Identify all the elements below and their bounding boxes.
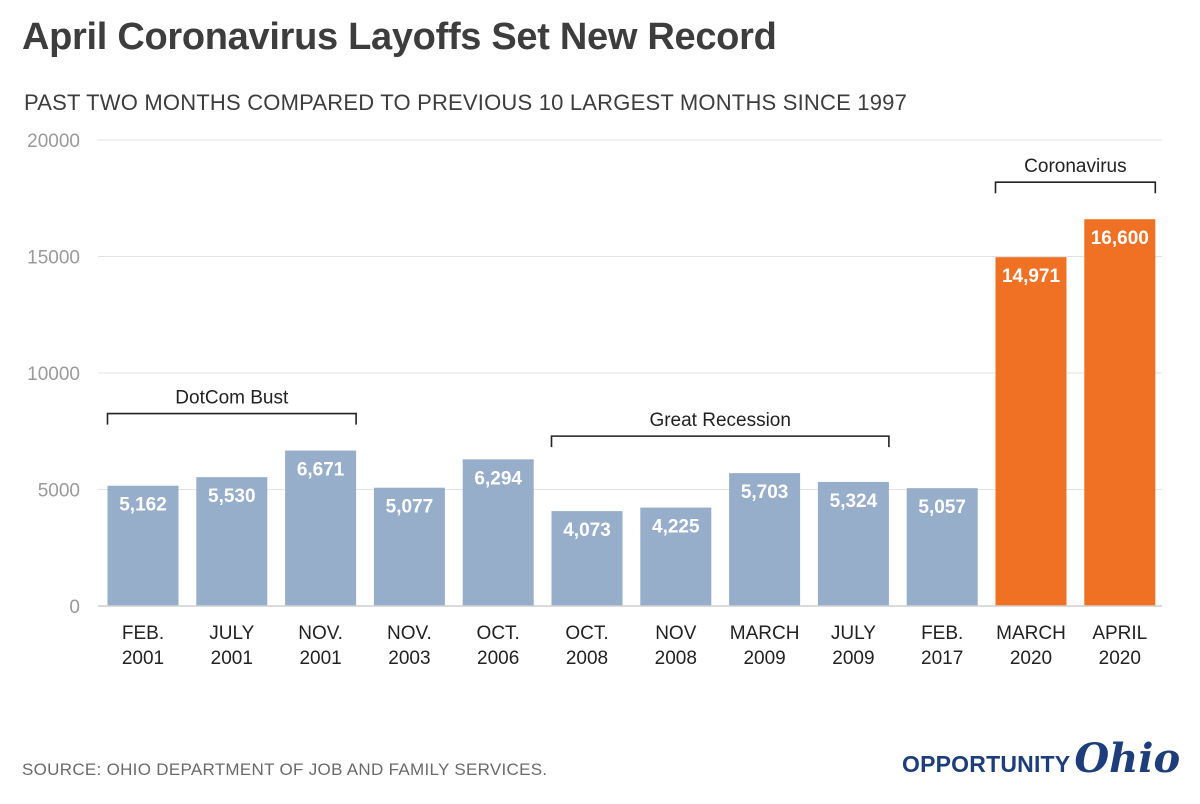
y-tick-label: 15000 xyxy=(27,248,80,269)
x-tick-label: FEB. xyxy=(921,623,963,644)
data-label: 5,324 xyxy=(830,491,878,512)
annotation-bracket xyxy=(106,412,357,425)
data-label: 16,600 xyxy=(1091,228,1149,249)
x-tick-label: 2020 xyxy=(1099,648,1141,669)
y-tick-label: 10000 xyxy=(27,364,80,385)
opportunity-ohio-logo: OPPORTUNITY Ohio xyxy=(902,735,1180,785)
x-tick-label: 2001 xyxy=(122,648,164,669)
data-label: 5,057 xyxy=(918,497,966,518)
bar xyxy=(285,450,357,606)
x-tick-label: MARCH xyxy=(730,623,800,644)
bar xyxy=(640,507,712,606)
x-tick-label: 2009 xyxy=(743,648,785,669)
data-label: 4,073 xyxy=(563,520,611,541)
bar xyxy=(551,511,623,606)
annotation-bracket xyxy=(550,435,890,448)
x-tick-label: 2003 xyxy=(388,648,430,669)
x-tick-label: NOV. xyxy=(387,623,432,644)
x-tick-label: FEB. xyxy=(122,623,164,644)
logo-word: OPPORTUNITY xyxy=(902,751,1071,777)
bar xyxy=(906,488,978,606)
x-tick-label: 2009 xyxy=(832,648,874,669)
data-label: 5,703 xyxy=(741,482,789,503)
annotation-label: Coronavirus xyxy=(1024,156,1126,177)
chart-title: April Coronavirus Layoffs Set New Record xyxy=(22,16,777,58)
x-tick-label: 2008 xyxy=(566,648,608,669)
annotation-label: DotCom Bust xyxy=(175,388,289,409)
chart-subtitle: PAST TWO MONTHS COMPARED TO PREVIOUS 10 … xyxy=(24,90,908,115)
x-tick-label: 2001 xyxy=(299,648,341,669)
data-label: 14,971 xyxy=(1002,266,1061,287)
x-tick-label: 2006 xyxy=(477,648,519,669)
x-tick-label: 2017 xyxy=(921,648,963,669)
source-note: SOURCE: OHIO DEPARTMENT OF JOB AND FAMIL… xyxy=(22,760,548,779)
data-label: 4,225 xyxy=(652,517,700,538)
bar xyxy=(1084,219,1156,606)
bar xyxy=(107,485,179,606)
x-tick-label: OCT. xyxy=(477,623,520,644)
data-label: 6,294 xyxy=(474,468,522,489)
data-label: 6,671 xyxy=(297,460,345,481)
bar xyxy=(995,257,1067,606)
bar-chart: 0 5000 10000 15000 20000 5,162 FEB. 2001 5,530 JU… xyxy=(27,131,1162,669)
x-tick-label: 2001 xyxy=(211,648,253,669)
annotation-bracket xyxy=(994,181,1157,194)
x-tick-label: JULY xyxy=(831,623,876,644)
bar xyxy=(729,473,801,606)
x-tick-label: 2008 xyxy=(655,648,697,669)
x-tick-label: JULY xyxy=(209,623,254,644)
x-tick-label: OCT. xyxy=(565,623,608,644)
bar xyxy=(817,481,889,606)
bar xyxy=(373,487,445,606)
bar xyxy=(462,459,534,606)
y-tick-label: 20000 xyxy=(27,131,80,152)
x-tick-label: NOV xyxy=(655,623,697,644)
x-tick-label: MARCH xyxy=(996,623,1066,644)
x-tick-label: APRIL xyxy=(1092,623,1147,644)
y-tick-label: 5000 xyxy=(38,481,80,502)
x-tick-label: 2020 xyxy=(1010,648,1052,669)
y-tick-label: 0 xyxy=(69,597,80,618)
data-label: 5,162 xyxy=(119,495,167,516)
logo-script: Ohio xyxy=(1074,735,1181,782)
bar xyxy=(196,477,268,606)
data-label: 5,077 xyxy=(386,497,434,518)
annotation-label: Great Recession xyxy=(649,410,791,431)
x-tick-label: NOV. xyxy=(298,623,343,644)
data-label: 5,530 xyxy=(208,486,256,507)
